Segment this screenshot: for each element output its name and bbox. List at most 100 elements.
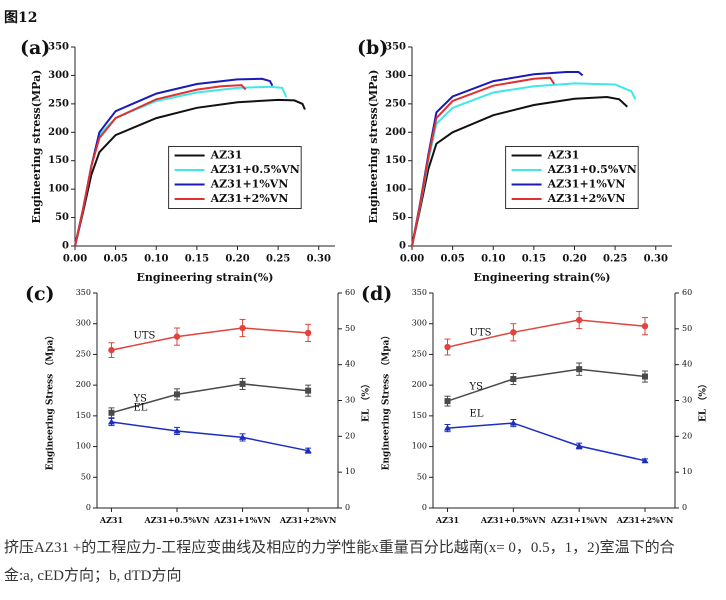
x-tick-label: 0.00: [63, 254, 87, 265]
y-tick-label: 350: [385, 42, 406, 53]
x-tick-label: 0.15: [185, 254, 209, 265]
series-label: UTS: [133, 331, 155, 342]
y-tick-label: 200: [412, 380, 427, 389]
legend-label: AZ31+2%VN: [210, 192, 289, 205]
legend-label: AZ31+1%VN: [210, 178, 289, 191]
x-tick-label: AZ31: [435, 515, 459, 525]
x-tick-label: 0.05: [103, 254, 127, 265]
y-tick-label: 0: [86, 503, 91, 512]
y-tick-label: 200: [48, 127, 69, 138]
x-tick-label: AZ31+2%VN: [616, 515, 674, 525]
x-tick-label: 0.30: [644, 254, 668, 265]
data-point: [239, 433, 247, 440]
x-tick-label: 0.25: [266, 254, 290, 265]
data-point: [444, 424, 452, 431]
x-tick-label: AZ31+0.5%VN: [144, 515, 210, 525]
series-label: UTS: [470, 328, 492, 339]
y2-axis-title: EL （%）: [361, 379, 372, 422]
y-tick-label: 300: [385, 70, 406, 81]
y2-tick-label: 20: [345, 431, 355, 440]
x-tick-label: 0.15: [522, 254, 546, 265]
data-point: [510, 329, 517, 336]
y2-tick-label: 30: [682, 396, 692, 405]
y-axis-title: Engineering Stress （Mpa）: [381, 331, 392, 471]
series-label: EL: [470, 409, 484, 420]
data-point: [107, 418, 115, 425]
data-point: [108, 409, 115, 416]
series-line: [111, 421, 309, 452]
y2-tick-label: 10: [682, 467, 692, 476]
data-point: [641, 322, 649, 330]
y-tick-label: 150: [48, 155, 69, 166]
x-tick-label: AZ31+1%VN: [213, 515, 271, 525]
y2-tick-label: 50: [682, 324, 692, 333]
stress-strain-curve: [411, 76, 556, 247]
y-tick-label: 250: [76, 349, 91, 358]
y2-tick-label: 40: [682, 360, 692, 369]
data-point: [239, 380, 246, 387]
y2-tick-label: 30: [345, 396, 355, 405]
y-tick-label: 250: [412, 349, 427, 358]
y-tick-label: 100: [385, 184, 406, 195]
x-tick-label: 0.30: [307, 254, 331, 265]
series-line: [111, 327, 309, 351]
data-point: [510, 376, 517, 382]
y-tick-label: 100: [48, 184, 69, 195]
y2-tick-label: 50: [345, 324, 355, 333]
y2-tick-label: 0: [345, 503, 350, 512]
series-label: YS: [469, 382, 484, 393]
y-tick-label: 0: [399, 241, 406, 252]
panel-label: (b): [357, 37, 388, 59]
x-axis-title: Engineering strain(%): [137, 271, 274, 284]
y2-tick-label: 40: [345, 360, 355, 369]
y-tick-label: 50: [417, 472, 427, 481]
y-tick-label: 150: [385, 155, 406, 166]
y-axis-title: Engineering stress(MPa): [367, 70, 380, 224]
data-point: [174, 391, 181, 398]
y-tick-label: 0: [422, 503, 427, 512]
y-tick-label: 250: [385, 98, 406, 109]
x-tick-label: 0.10: [481, 254, 505, 265]
panel-label: (a): [20, 37, 50, 59]
data-point: [641, 373, 648, 380]
y2-tick-label: 20: [682, 431, 692, 440]
series-label: EL: [133, 403, 147, 414]
y-tick-label: 50: [392, 212, 406, 223]
y-tick-label: 200: [76, 380, 91, 389]
legend-label: AZ31+1%VN: [547, 178, 626, 191]
y-tick-label: 300: [76, 319, 91, 328]
series-line: [111, 383, 309, 414]
y2-axis-title: EL （%）: [698, 379, 709, 422]
data-point: [108, 346, 115, 354]
data-point: [575, 442, 583, 449]
data-point: [304, 329, 312, 337]
y-axis-title: Engineering Stress （Mpa）: [45, 331, 56, 471]
data-point: [641, 457, 649, 464]
data-point: [444, 398, 451, 405]
y-tick-label: 150: [412, 411, 427, 420]
series-line: [447, 368, 646, 402]
figure-label: 图12: [4, 10, 37, 26]
series-line: [447, 319, 646, 348]
caption: 挤压AZ31 +的工程应力-工程应变曲线及相应的力学性能x重量百分比越南(x= …: [4, 534, 722, 590]
data-point: [173, 333, 181, 340]
legend-label: AZ31: [210, 149, 243, 162]
data-point: [239, 324, 246, 332]
y-axis-title: Engineering stress(MPa): [30, 70, 43, 224]
panel-label: (d): [361, 283, 392, 305]
stress-strain-curve: [411, 95, 628, 247]
series-label: YS: [132, 393, 147, 404]
y-tick-label: 200: [385, 127, 406, 138]
panel-label: (c): [25, 283, 55, 305]
y-tick-label: 300: [412, 319, 427, 328]
x-tick-label: 0.00: [400, 254, 424, 265]
y-tick-label: 350: [76, 288, 91, 297]
x-tick-label: 0.20: [225, 254, 249, 265]
y-tick-label: 50: [55, 212, 69, 223]
data-point: [576, 366, 583, 373]
legend-label: AZ31+0.5%VN: [547, 163, 637, 176]
y2-tick-label: 60: [345, 288, 355, 297]
series-line: [447, 422, 646, 462]
